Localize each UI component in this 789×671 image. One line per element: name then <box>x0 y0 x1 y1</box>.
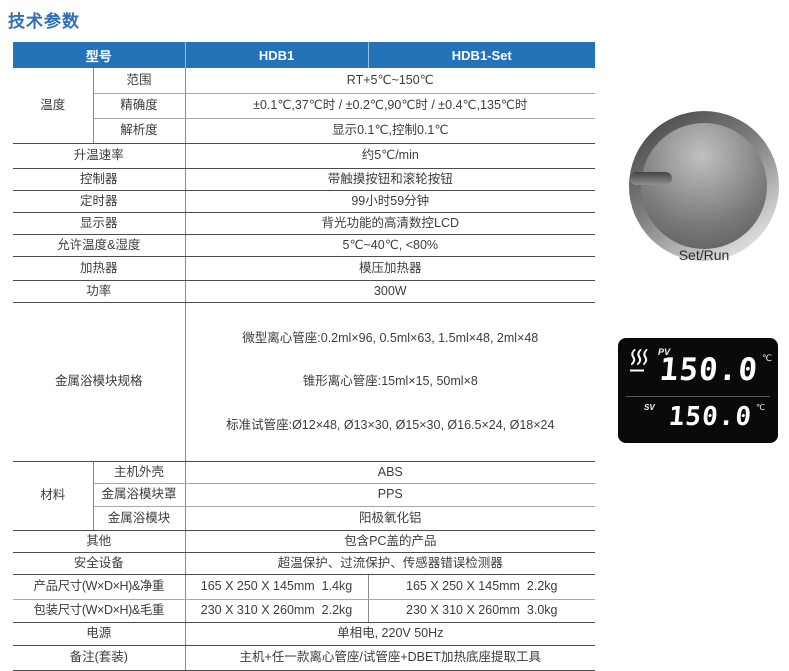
table-row: 精确度 ±0.1℃,37℃时 / ±0.2℃,90℃时 / ±0.4℃,135℃… <box>13 93 596 119</box>
row-label: 主机外壳 <box>93 461 186 484</box>
rotary-knob-icon <box>629 111 779 261</box>
row-value-hdb1-set: 165 X 250 X 145mm 2.2kg <box>368 574 596 600</box>
module-spec-line: 锥形离心管座:15ml×15, 50ml×8 <box>302 374 478 389</box>
table-row: 产品尺寸(W×D×H)&净重 165 X 250 X 145mm 1.4kg 1… <box>13 574 596 600</box>
row-value: 5℃~40℃, <80% <box>185 234 596 257</box>
row-label: 其他 <box>13 530 186 553</box>
knob-face <box>641 123 767 249</box>
row-value: 300W <box>185 280 596 303</box>
table-row: 电源 单相电, 220V 50Hz <box>13 622 596 646</box>
row-label: 功率 <box>13 280 186 303</box>
table-row: 功率 300W <box>13 280 596 303</box>
sv-label: SV <box>644 403 655 412</box>
row-label: 加热器 <box>13 256 186 281</box>
lcd-divider <box>626 396 770 397</box>
row-value: 主机+任一款离心管座/试管座+DBET加热底座提取工具 <box>185 645 596 671</box>
table-row: 显示器 背光功能的高清数控LCD <box>13 212 596 235</box>
module-spec-line: 微型离心管座:0.2ml×96, 0.5ml×63, 1.5ml×48, 2ml… <box>242 331 539 346</box>
sv-value: 150.0 <box>667 402 754 432</box>
row-label: 精确度 <box>93 93 186 119</box>
row-label: 解析度 <box>93 118 186 144</box>
group-label-material: 材料 <box>13 461 94 531</box>
header-model: 型号 <box>13 42 186 68</box>
row-label: 金属浴模块 <box>93 506 186 531</box>
row-value-hdb1-set: 230 X 310 X 260mm 3.0kg <box>368 599 596 623</box>
table-row: 金属浴模块罩 PPS <box>13 483 596 507</box>
table-header-row: 型号 HDB1 HDB1-Set <box>13 42 596 68</box>
page-title: 技术参数 <box>8 12 80 31</box>
row-label: 电源 <box>13 622 186 646</box>
row-label: 包装尺寸(W×D×H)&毛重 <box>13 599 186 623</box>
setrun-label: Set/Run <box>678 247 730 263</box>
row-label: 定时器 <box>13 190 186 213</box>
pv-unit: ℃ <box>762 353 773 363</box>
row-value: ±0.1℃,37℃时 / ±0.2℃,90℃时 / ±0.4℃,135℃时 <box>185 93 596 119</box>
row-value-hdb1: 165 X 250 X 145mm 1.4kg <box>185 574 369 600</box>
temperature-display-panel: PV 150.0 ℃ SV 150.0 ℃ <box>618 338 778 443</box>
row-value: ABS <box>185 461 596 484</box>
heating-waves-icon <box>630 349 648 372</box>
row-value: 模压加热器 <box>185 256 596 281</box>
row-value: 背光功能的高清数控LCD <box>185 212 596 235</box>
row-value: PPS <box>185 483 596 507</box>
row-value: 99小时59分钟 <box>185 190 596 213</box>
table-row: 安全设备 超温保护、过流保护、传感器错误检测器 <box>13 552 596 575</box>
row-label: 备注(套装) <box>13 645 186 671</box>
table-row: 定时器 99小时59分钟 <box>13 190 596 213</box>
row-value: 单相电, 220V 50Hz <box>185 622 596 646</box>
row-value: 约5℃/min <box>185 143 596 169</box>
table-row: 备注(套装) 主机+任一款离心管座/试管座+DBET加热底座提取工具 <box>13 645 596 671</box>
row-label: 升温速率 <box>13 143 186 169</box>
table-row: 金属浴模块规格 微型离心管座:0.2ml×96, 0.5ml×63, 1.5ml… <box>13 302 596 462</box>
knob-indicator-notch <box>630 172 672 185</box>
row-value: 包含PC盖的产品 <box>185 530 596 553</box>
header-hdb1: HDB1 <box>185 42 369 68</box>
table-row: 允许温度&湿度 5℃~40℃, <80% <box>13 234 596 257</box>
table-row: 温度 范围 RT+5℃~150℃ <box>13 68 596 144</box>
table-row: 升温速率 约5℃/min <box>13 143 596 169</box>
table-row: 控制器 带触摸按钮和滚轮按钮 <box>13 168 596 191</box>
row-value: 超温保护、过流保护、传感器错误检测器 <box>185 552 596 575</box>
row-label: 安全设备 <box>13 552 186 575</box>
row-label: 产品尺寸(W×D×H)&净重 <box>13 574 186 600</box>
row-label: 金属浴模块规格 <box>13 302 186 462</box>
spec-table: 型号 HDB1 HDB1-Set 温度 范围 RT+5℃~150℃ 精确度 ±0… <box>13 42 596 671</box>
row-value: RT+5℃~150℃ <box>185 68 596 94</box>
row-label: 显示器 <box>13 212 186 235</box>
module-spec-line: 标准试管座:Ø12×48, Ø13×30, Ø15×30, Ø16.5×24, … <box>226 417 555 432</box>
table-row: 金属浴模块 阳极氧化铝 <box>13 506 596 531</box>
group-label-temperature: 温度 <box>13 68 94 144</box>
row-label: 控制器 <box>13 168 186 191</box>
row-value: 阳极氧化铝 <box>185 506 596 531</box>
pv-label: PV <box>658 347 671 357</box>
table-row: 解析度 显示0.1℃,控制0.1℃ <box>13 118 596 144</box>
table-row: 包装尺寸(W×D×H)&毛重 230 X 310 X 260mm 2.2kg 2… <box>13 599 596 623</box>
row-value: 显示0.1℃,控制0.1℃ <box>185 118 596 144</box>
table-row: 其他 包含PC盖的产品 <box>13 530 596 553</box>
table-row: 材料 主机外壳 ABS <box>13 461 596 531</box>
pv-value: 150.0 <box>658 352 760 388</box>
row-label: 允许温度&湿度 <box>13 234 186 257</box>
row-label: 金属浴模块罩 <box>93 483 186 507</box>
row-label: 范围 <box>93 68 186 94</box>
header-hdb1-set: HDB1-Set <box>368 42 596 68</box>
sv-unit: ℃ <box>756 403 765 412</box>
table-row: 加热器 模压加热器 <box>13 256 596 281</box>
row-value: 微型离心管座:0.2ml×96, 0.5ml×63, 1.5ml×48, 2ml… <box>185 302 596 462</box>
row-value-hdb1: 230 X 310 X 260mm 2.2kg <box>185 599 369 623</box>
row-value: 带触摸按钮和滚轮按钮 <box>185 168 596 191</box>
